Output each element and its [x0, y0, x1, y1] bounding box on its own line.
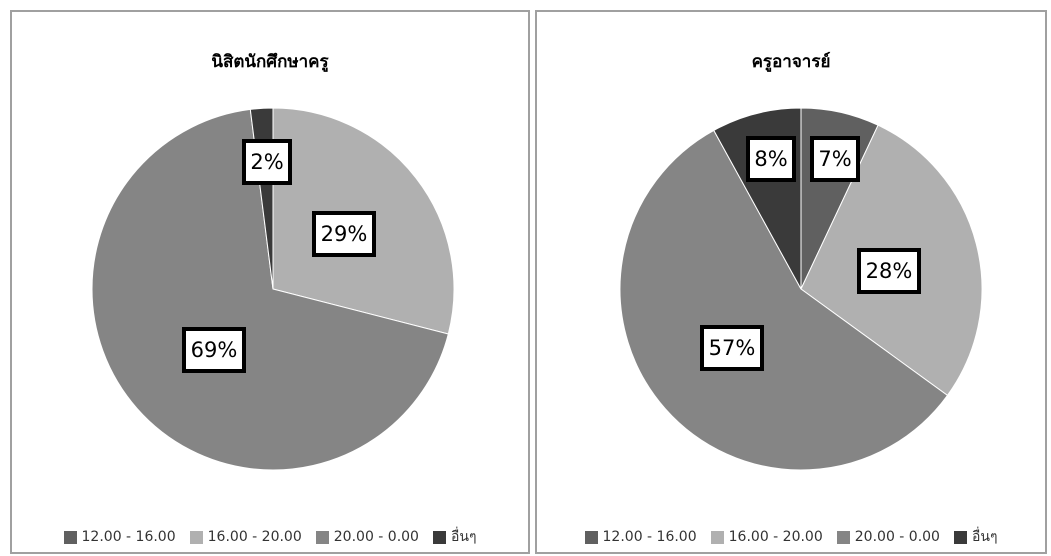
legend-label: 20.00 - 0.00: [333, 529, 419, 545]
data-label-text: 28%: [866, 259, 913, 283]
legend-item-16-20: 16.00 - 20.00: [710, 526, 823, 548]
chart-panel-teachers: ครูอาจารย์ 7% 28% 57% 8% 12.00 - 16.00 16.0…: [535, 10, 1047, 554]
data-label: 8%: [746, 136, 796, 182]
data-label-box: [746, 136, 796, 182]
chart-title: ครูอาจารย์: [751, 52, 831, 72]
data-label: 57%: [700, 325, 764, 371]
pie-chart: 29% 69% 2%: [91, 107, 455, 471]
legend-item-other: อื่นๆ: [953, 526, 998, 548]
data-label-text: 2%: [250, 150, 283, 174]
data-label-box: [242, 139, 292, 185]
legend-swatch: [584, 530, 598, 544]
legend-item-other: อื่นๆ: [432, 526, 477, 548]
legend-item-20-0: 20.00 - 0.00: [836, 526, 940, 548]
data-label-box: [182, 327, 246, 373]
data-label-box: [857, 248, 921, 294]
legend-label: 12.00 - 16.00: [81, 529, 176, 545]
data-label: 69%: [182, 327, 246, 373]
data-label-text: 8%: [754, 147, 787, 171]
data-label: 28%: [857, 248, 921, 294]
data-label-text: 7%: [818, 147, 851, 171]
slice-20-0: [619, 129, 949, 471]
legend-item-16-20: 16.00 - 20.00: [189, 526, 302, 548]
chart-title: นิสิตนักศึกษาครู: [211, 52, 329, 72]
chart-legend: 12.00 - 16.00 16.00 - 20.00 20.00 - 0.00…: [12, 526, 528, 548]
data-label: 2%: [242, 139, 292, 185]
legend-swatch: [432, 530, 446, 544]
legend-swatch: [315, 530, 329, 544]
data-label-text: 29%: [321, 222, 368, 246]
legend-swatch: [63, 530, 77, 544]
legend-swatch: [953, 530, 967, 544]
legend-label: อื่นๆ: [450, 529, 477, 545]
legend-swatch: [189, 530, 203, 544]
legend-item-20-0: 20.00 - 0.00: [315, 526, 419, 548]
legend-label: 16.00 - 20.00: [207, 529, 302, 545]
data-label: 7%: [810, 136, 860, 182]
data-label-box: [810, 136, 860, 182]
legend-label: 16.00 - 20.00: [728, 529, 823, 545]
slice-20-0: [91, 108, 449, 471]
pie-chart: 7% 28% 57% 8%: [619, 107, 983, 471]
legend-label: 12.00 - 16.00: [602, 529, 697, 545]
chart-panel-students: นิสิตนักศึกษาครู 29% 69% 2% 12.00 - 16.00 …: [10, 10, 530, 554]
legend-item-12-16: 12.00 - 16.00: [63, 526, 176, 548]
data-label-text: 57%: [709, 336, 756, 360]
data-label: 29%: [312, 211, 376, 257]
legend-label: 20.00 - 0.00: [854, 529, 940, 545]
data-label-box: [312, 211, 376, 257]
legend-swatch: [836, 530, 850, 544]
data-label-text: 69%: [191, 338, 238, 362]
chart-legend: 12.00 - 16.00 16.00 - 20.00 20.00 - 0.00…: [537, 526, 1045, 548]
legend-item-12-16: 12.00 - 16.00: [584, 526, 697, 548]
legend-label: อื่นๆ: [971, 529, 998, 545]
legend-swatch: [710, 530, 724, 544]
data-label-box: [700, 325, 764, 371]
